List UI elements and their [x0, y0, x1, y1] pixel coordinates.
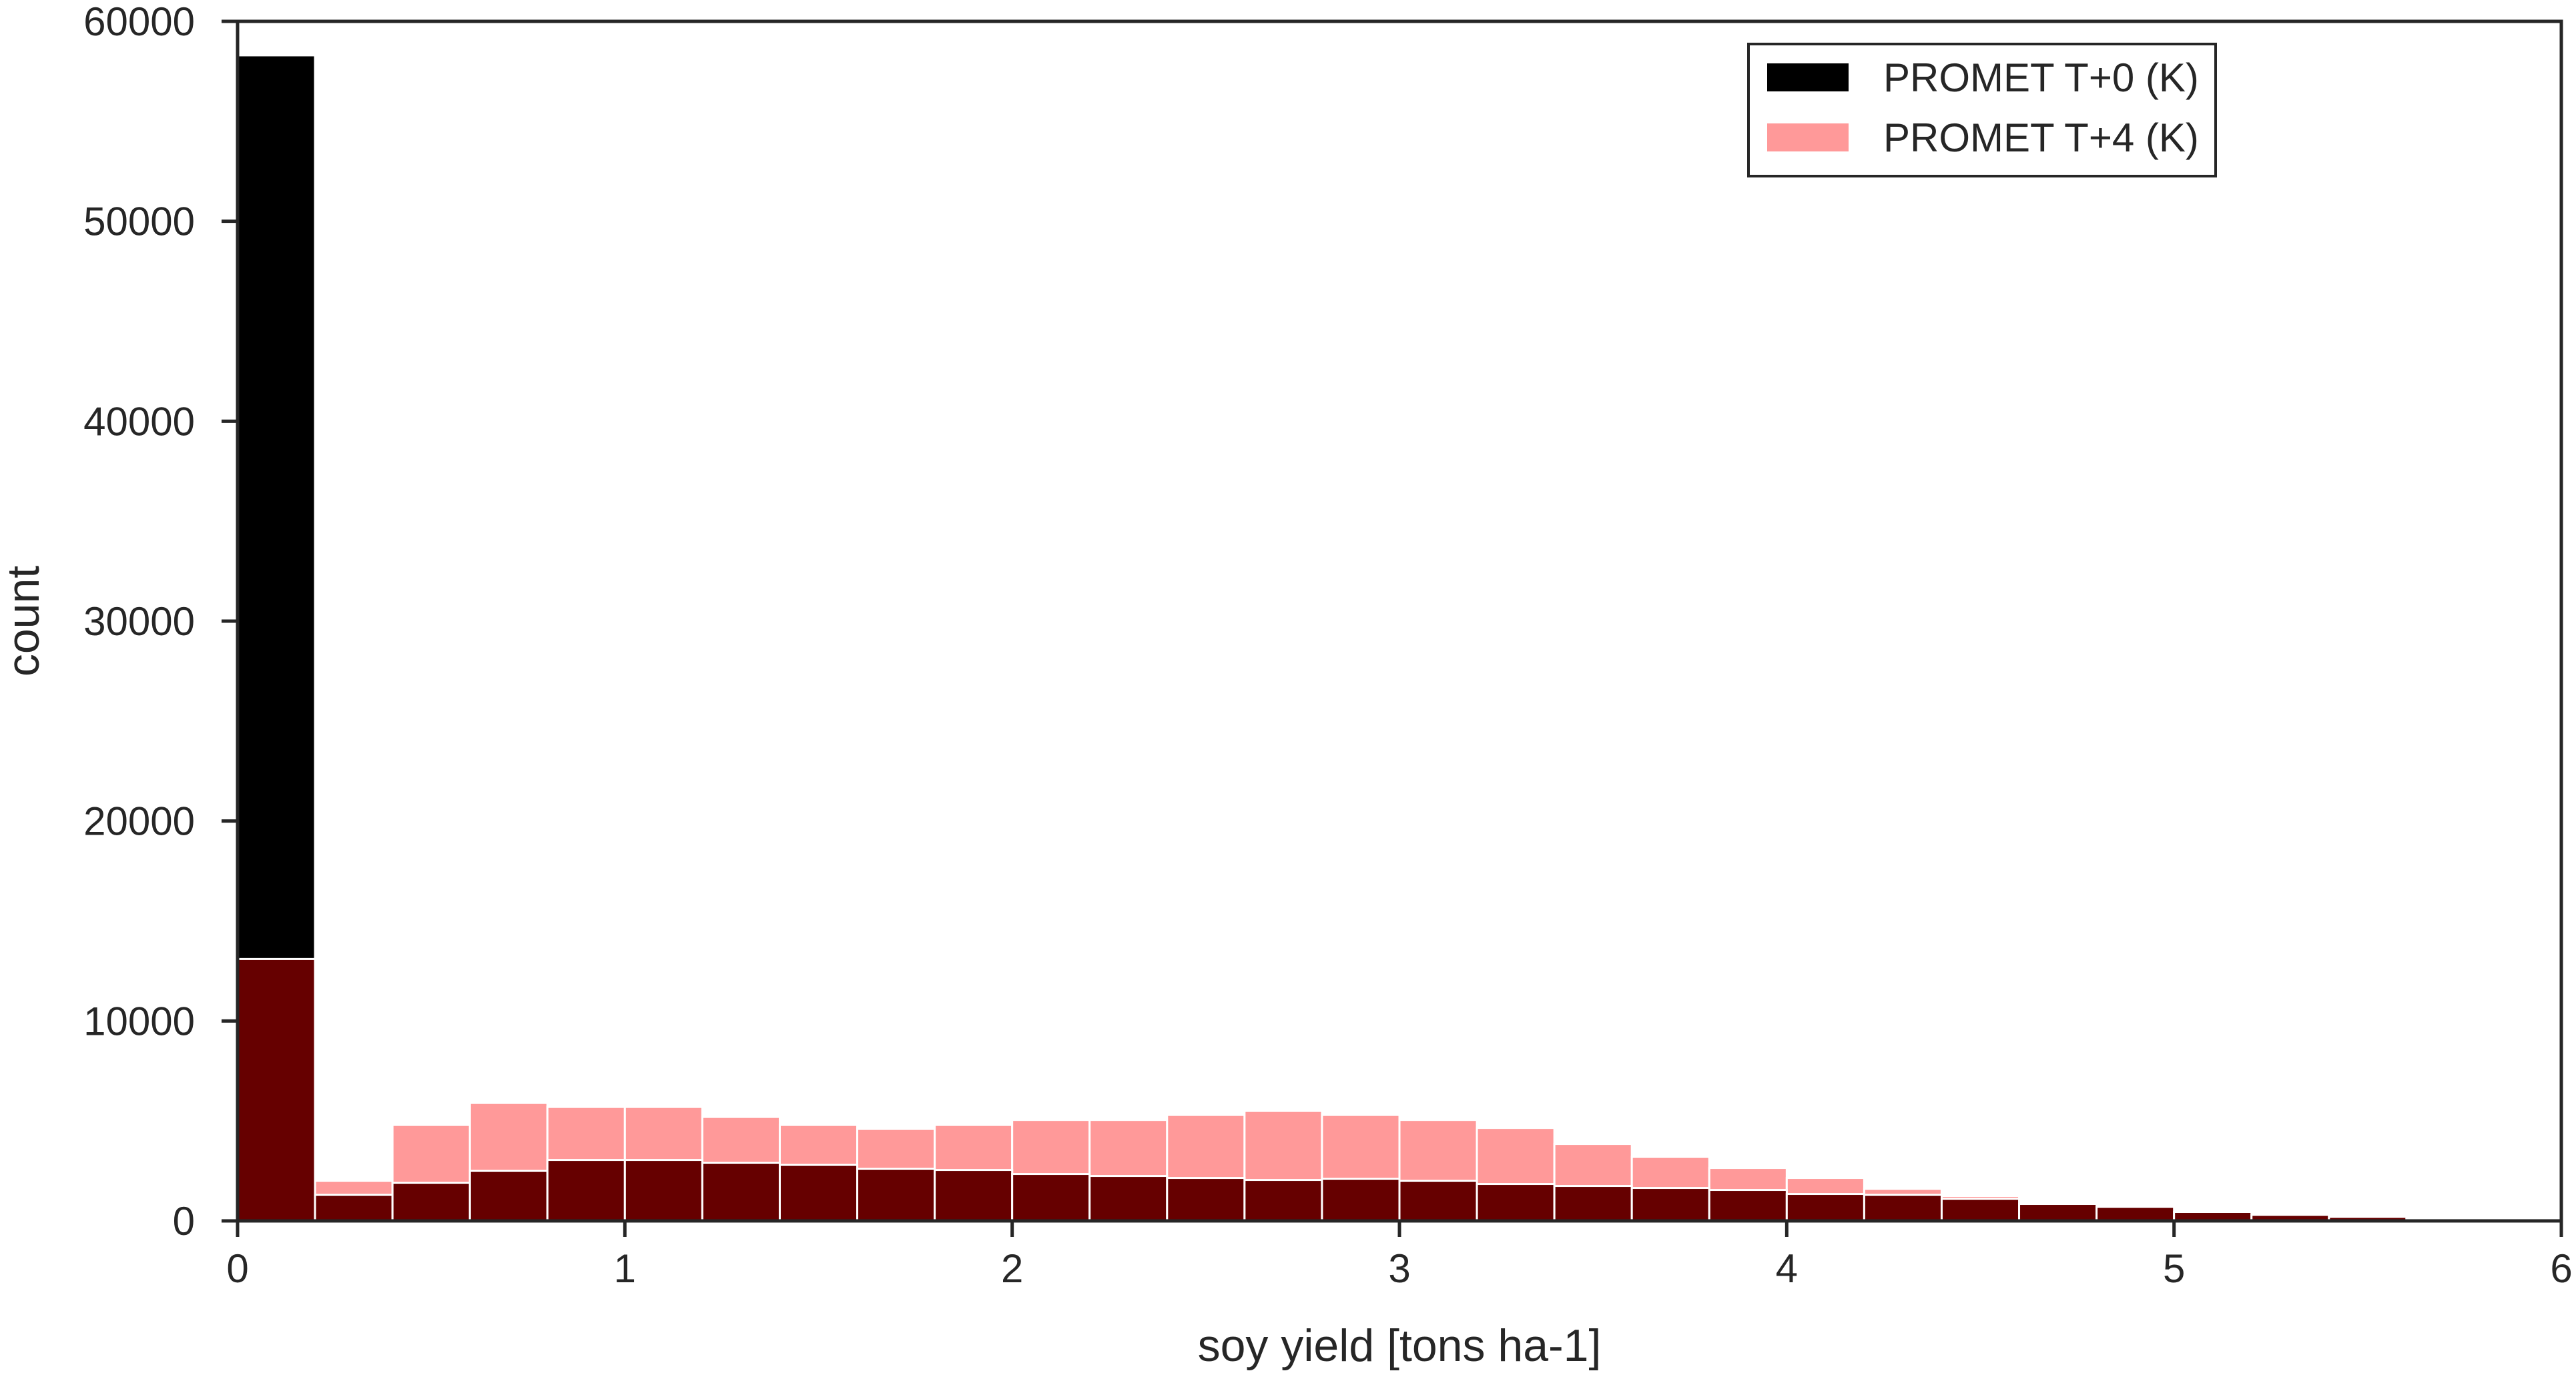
bar-overlap	[1011, 1173, 1091, 1222]
x-tick-label: 1	[614, 1246, 636, 1291]
bar-overlap	[1088, 1175, 1169, 1222]
legend: PROMET T+0 (K) PROMET T+4 (K)	[1747, 43, 2217, 177]
bar-overlap	[623, 1159, 703, 1222]
y-tick-label: 20000	[83, 799, 195, 844]
bar-overlap	[2018, 1203, 2098, 1222]
legend-swatch-t4	[1767, 123, 1849, 151]
bar-overlap	[1243, 1179, 1323, 1222]
y-tick-label: 30000	[83, 599, 195, 644]
bar-overlap	[1398, 1180, 1478, 1222]
bar-overlap	[314, 1194, 394, 1222]
x-tick-label: 2	[1001, 1246, 1023, 1291]
y-tick-label: 60000	[83, 0, 195, 44]
ticks-layer: 0 1 2 3 4 5 6 0 10000 20000 30000 40000 50000 60000	[83, 0, 2573, 1291]
x-tick-label: 3	[1388, 1246, 1410, 1291]
bar-overlap	[1630, 1187, 1710, 1222]
bar-overlap	[1863, 1194, 1943, 1222]
bar-overlap	[1476, 1183, 1556, 1222]
x-tick-label: 4	[1776, 1246, 1798, 1291]
bar-overlap	[1785, 1193, 1865, 1222]
legend-swatch-t0	[1767, 63, 1849, 91]
bar-overlap	[1553, 1185, 1633, 1222]
x-axis-label: soy yield [tons ha-1]	[1198, 1320, 1602, 1371]
bar-overlap	[1166, 1177, 1246, 1222]
bar-overlap	[236, 957, 316, 1222]
y-tick-label: 0	[173, 1199, 195, 1244]
bar-overlap	[391, 1182, 471, 1222]
y-tick-label: 10000	[83, 999, 195, 1043]
bar-overlap	[2096, 1206, 2176, 1222]
legend-label-t0: PROMET T+0 (K)	[1883, 55, 2199, 100]
bars-layer	[236, 54, 2485, 1222]
y-tick-label: 50000	[83, 199, 195, 244]
bar-overlap	[1940, 1198, 2021, 1222]
bar-overlap	[1708, 1189, 1788, 1222]
x-tick-label: 0	[226, 1246, 248, 1291]
x-tick-label: 5	[2163, 1246, 2185, 1291]
x-tick-label: 6	[2550, 1246, 2572, 1291]
bar-overlap	[1321, 1178, 1401, 1222]
plot-frame	[236, 19, 2563, 1223]
bar-overlap	[701, 1162, 781, 1222]
legend-label-t4: PROMET T+4 (K)	[1883, 115, 2199, 160]
y-tick-label: 40000	[83, 399, 195, 444]
y-axis-label: count	[0, 566, 49, 676]
bar-overlap	[778, 1164, 859, 1222]
bar-overlap	[546, 1159, 626, 1222]
bar-overlap	[934, 1169, 1014, 1222]
bar-overlap	[856, 1168, 936, 1222]
bar-overlap	[468, 1170, 549, 1222]
